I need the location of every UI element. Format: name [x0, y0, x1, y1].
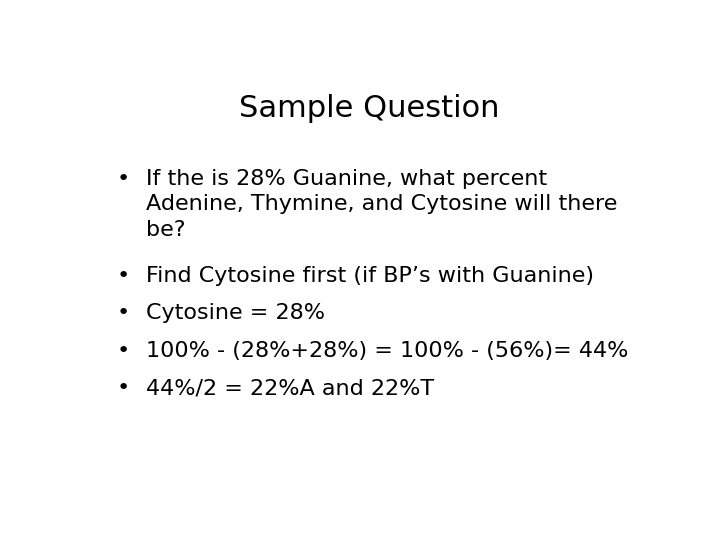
Text: •: •: [117, 168, 130, 189]
Text: If the is 28% Guanine, what percent
Adenine, Thymine, and Cytosine will there
be: If the is 28% Guanine, what percent Aden…: [145, 168, 617, 240]
Text: •: •: [117, 341, 130, 361]
Text: 100% - (28%+28%) = 100% - (56%)= 44%: 100% - (28%+28%) = 100% - (56%)= 44%: [145, 341, 628, 361]
Text: Find Cytosine first (if BP’s with Guanine): Find Cytosine first (if BP’s with Guanin…: [145, 266, 594, 286]
Text: •: •: [117, 266, 130, 286]
Text: Sample Question: Sample Question: [239, 94, 499, 123]
Text: •: •: [117, 303, 130, 323]
Text: 44%/2 = 22%A and 22%T: 44%/2 = 22%A and 22%T: [145, 379, 434, 399]
Text: Cytosine = 28%: Cytosine = 28%: [145, 303, 325, 323]
Text: •: •: [117, 379, 130, 399]
